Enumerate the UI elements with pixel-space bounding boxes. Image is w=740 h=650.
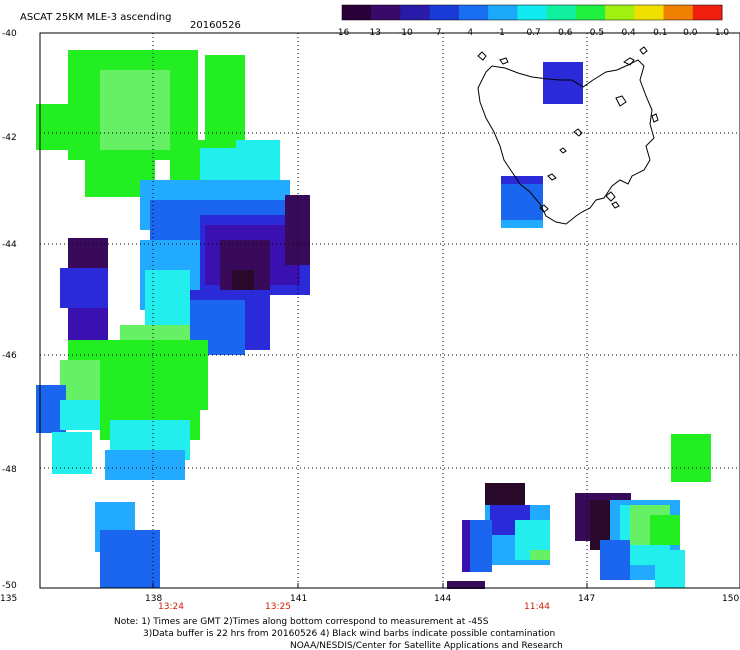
- colorbar-swatch: [663, 5, 694, 20]
- lat-label: -42: [2, 133, 17, 143]
- lat-label: -40: [2, 29, 17, 39]
- tasmania-coastline: [477, 46, 659, 225]
- lat-label: -48: [2, 465, 17, 475]
- data-cell: [671, 434, 711, 482]
- data-cell: [205, 55, 245, 145]
- data-cell: [68, 238, 108, 268]
- note-line: 3)Data buffer is 22 hrs from 20160526 4)…: [143, 629, 555, 639]
- data-cell: [650, 515, 680, 545]
- data-cell: [600, 540, 630, 580]
- data-cell: [36, 104, 76, 150]
- data-swaths: [36, 50, 711, 589]
- colorbar-swatch: [458, 5, 489, 20]
- colorbar-frame: [341, 4, 723, 21]
- data-cell: [145, 270, 190, 330]
- lon-label: 147: [578, 594, 595, 604]
- colorbar-swatch: [634, 5, 665, 20]
- colorbar-swatch: [400, 5, 431, 20]
- lon-label: 141: [290, 594, 307, 604]
- data-cell: [501, 176, 543, 228]
- colorbar-swatch: [371, 5, 401, 20]
- data-cell: [52, 432, 92, 474]
- time-label: 13:25: [265, 602, 291, 612]
- colorbar-swatch: [546, 5, 577, 20]
- colorbar-swatch: [429, 5, 460, 20]
- data-cell: [462, 520, 470, 572]
- data-cell: [530, 550, 550, 560]
- lat-label: -50: [2, 581, 17, 591]
- colorbar-swatch: [342, 5, 372, 20]
- time-label: 11:44: [524, 602, 550, 612]
- data-cell: [501, 176, 543, 184]
- note-line: NOAA/NESDIS/Center for Satellite Applica…: [290, 641, 563, 650]
- note-line: Note: 1) Times are GMT 2)Times along bot…: [114, 617, 489, 627]
- time-labels: 13:24 13:25 11:44: [158, 602, 550, 612]
- plot-title: ASCAT 25KM MLE-3 ascending: [20, 12, 171, 23]
- colorbar-swatch: [488, 5, 518, 20]
- colorbar-swatch: [692, 5, 723, 20]
- data-cell: [100, 530, 160, 588]
- lat-label: -44: [2, 240, 17, 250]
- plot-frame: [39, 32, 740, 589]
- data-cell: [501, 220, 543, 228]
- colorbar-swatch: [605, 5, 635, 20]
- colorbar: [341, 4, 723, 21]
- latitude-labels: -40 -42 -44 -46 -48 -50: [2, 29, 17, 591]
- data-cell: [105, 450, 185, 480]
- time-label: 13:24: [158, 602, 184, 612]
- lon-label: 138: [145, 594, 162, 604]
- data-cell: [655, 550, 685, 588]
- longitude-labels: 135 138 141 144 147 150: [0, 594, 739, 604]
- data-cell: [100, 70, 170, 150]
- lon-label: 150: [722, 594, 739, 604]
- lat-lon-grid: [40, 33, 740, 588]
- plot-date: 20160526: [190, 20, 241, 31]
- lat-label: -46: [2, 351, 17, 361]
- lon-label: 144: [434, 594, 451, 604]
- lon-label: 135: [0, 594, 17, 604]
- colorbar-swatch: [575, 5, 606, 20]
- footnotes: Note: 1) Times are GMT 2)Times along bot…: [114, 617, 563, 650]
- data-cell: [447, 581, 485, 589]
- data-cell: [60, 268, 108, 308]
- colorbar-swatch: [517, 5, 548, 20]
